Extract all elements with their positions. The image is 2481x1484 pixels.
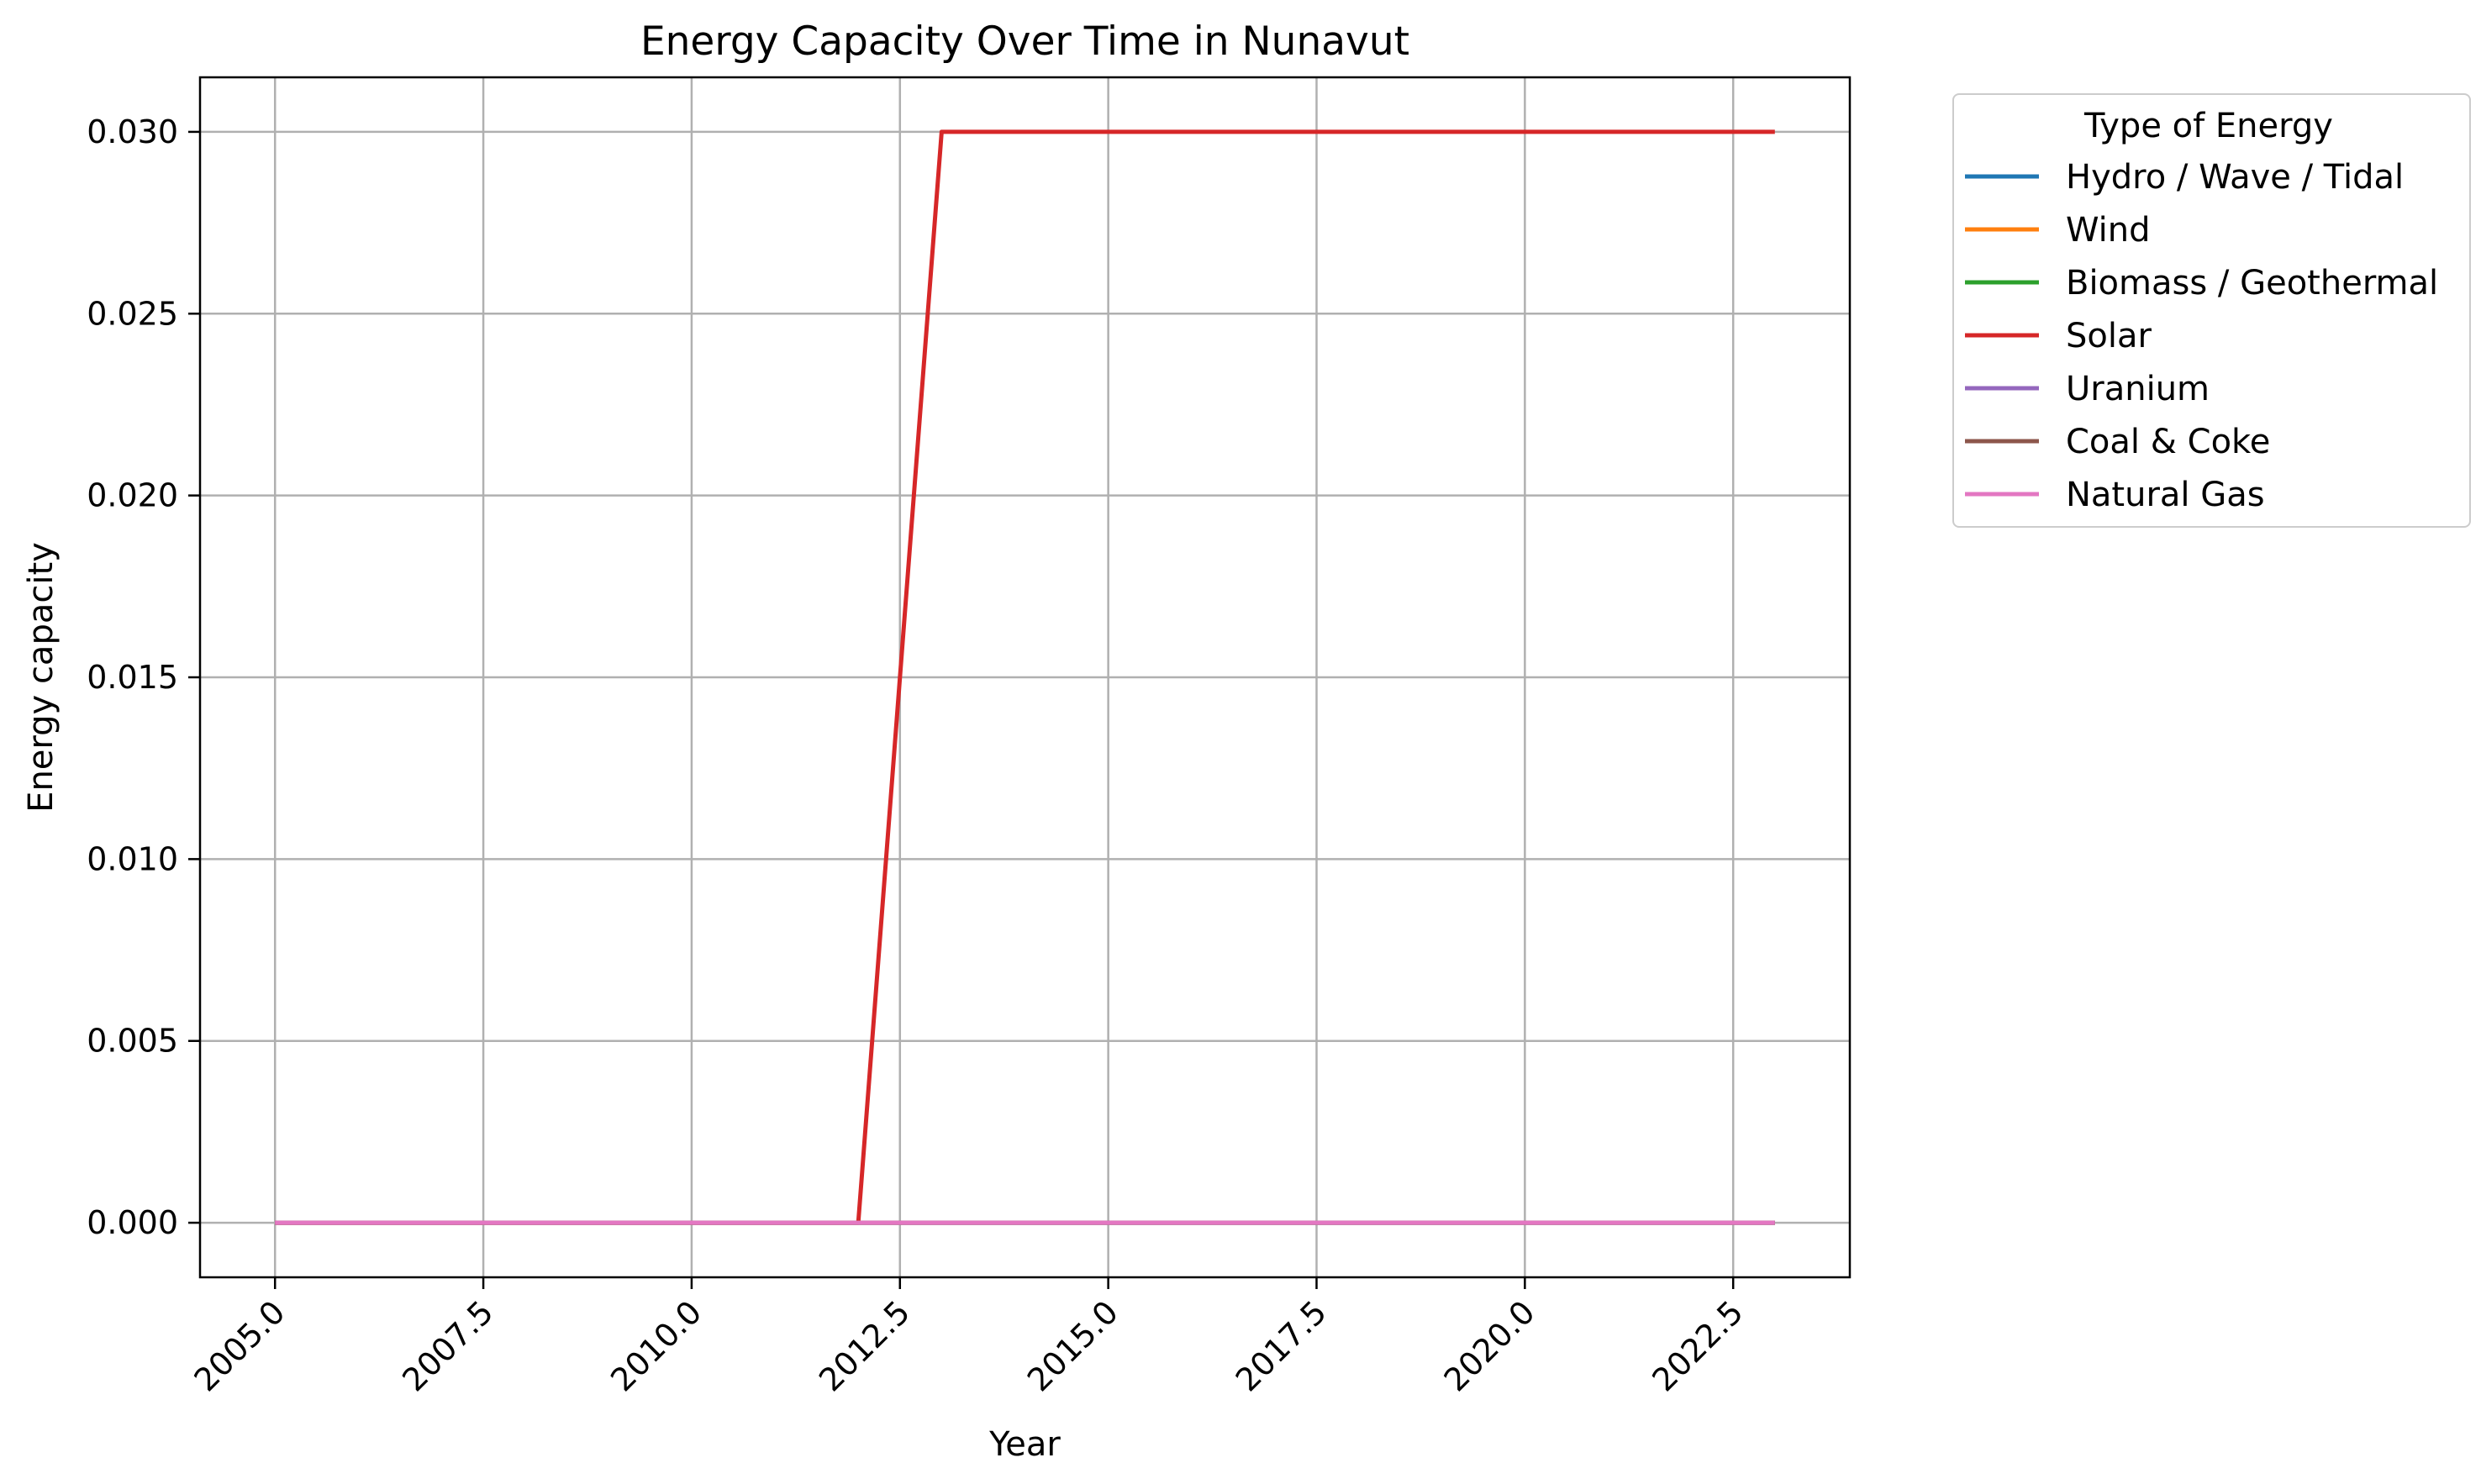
y-tick-label: 0.005	[87, 1023, 178, 1060]
legend-label-4: Uranium	[2066, 370, 2210, 408]
x-axis-label: Year	[988, 1425, 1061, 1464]
chart-title: Energy Capacity Over Time in Nunavut	[640, 18, 1409, 65]
legend-label-6: Natural Gas	[2066, 476, 2265, 514]
legend-title: Type of Energy	[2083, 107, 2333, 145]
legend-box	[1952, 93, 2471, 528]
legend-label-1: Wind	[2066, 211, 2151, 250]
y-tick-label: 0.020	[87, 477, 178, 514]
y-tick-label: 0.010	[87, 840, 178, 877]
legend-label-5: Coal & Coke	[2066, 423, 2270, 461]
y-axis-label: Energy capacity	[22, 542, 61, 813]
legend-label-3: Solar	[2066, 317, 2152, 355]
y-axis-ticks: 0.000 0.005 0.010 0.015 0.020 0.025 0.030	[87, 113, 200, 1241]
series-lines	[275, 129, 1775, 1225]
legend-items: Hydro / Wave / Tidal Wind Biomass / Geothe…	[1965, 158, 2438, 514]
y-tick-label: 0.025	[87, 295, 178, 332]
legend: Type of Energy Hydro / Wave / Tidal Wind B…	[1952, 93, 2471, 528]
y-tick-label: 0.015	[87, 659, 178, 696]
legend-label-2: Biomass / Geothermal	[2066, 264, 2438, 303]
legend-label-0: Hydro / Wave / Tidal	[2066, 158, 2404, 197]
y-tick-label: 0.030	[87, 113, 178, 150]
y-tick-label: 0.000	[87, 1204, 178, 1241]
